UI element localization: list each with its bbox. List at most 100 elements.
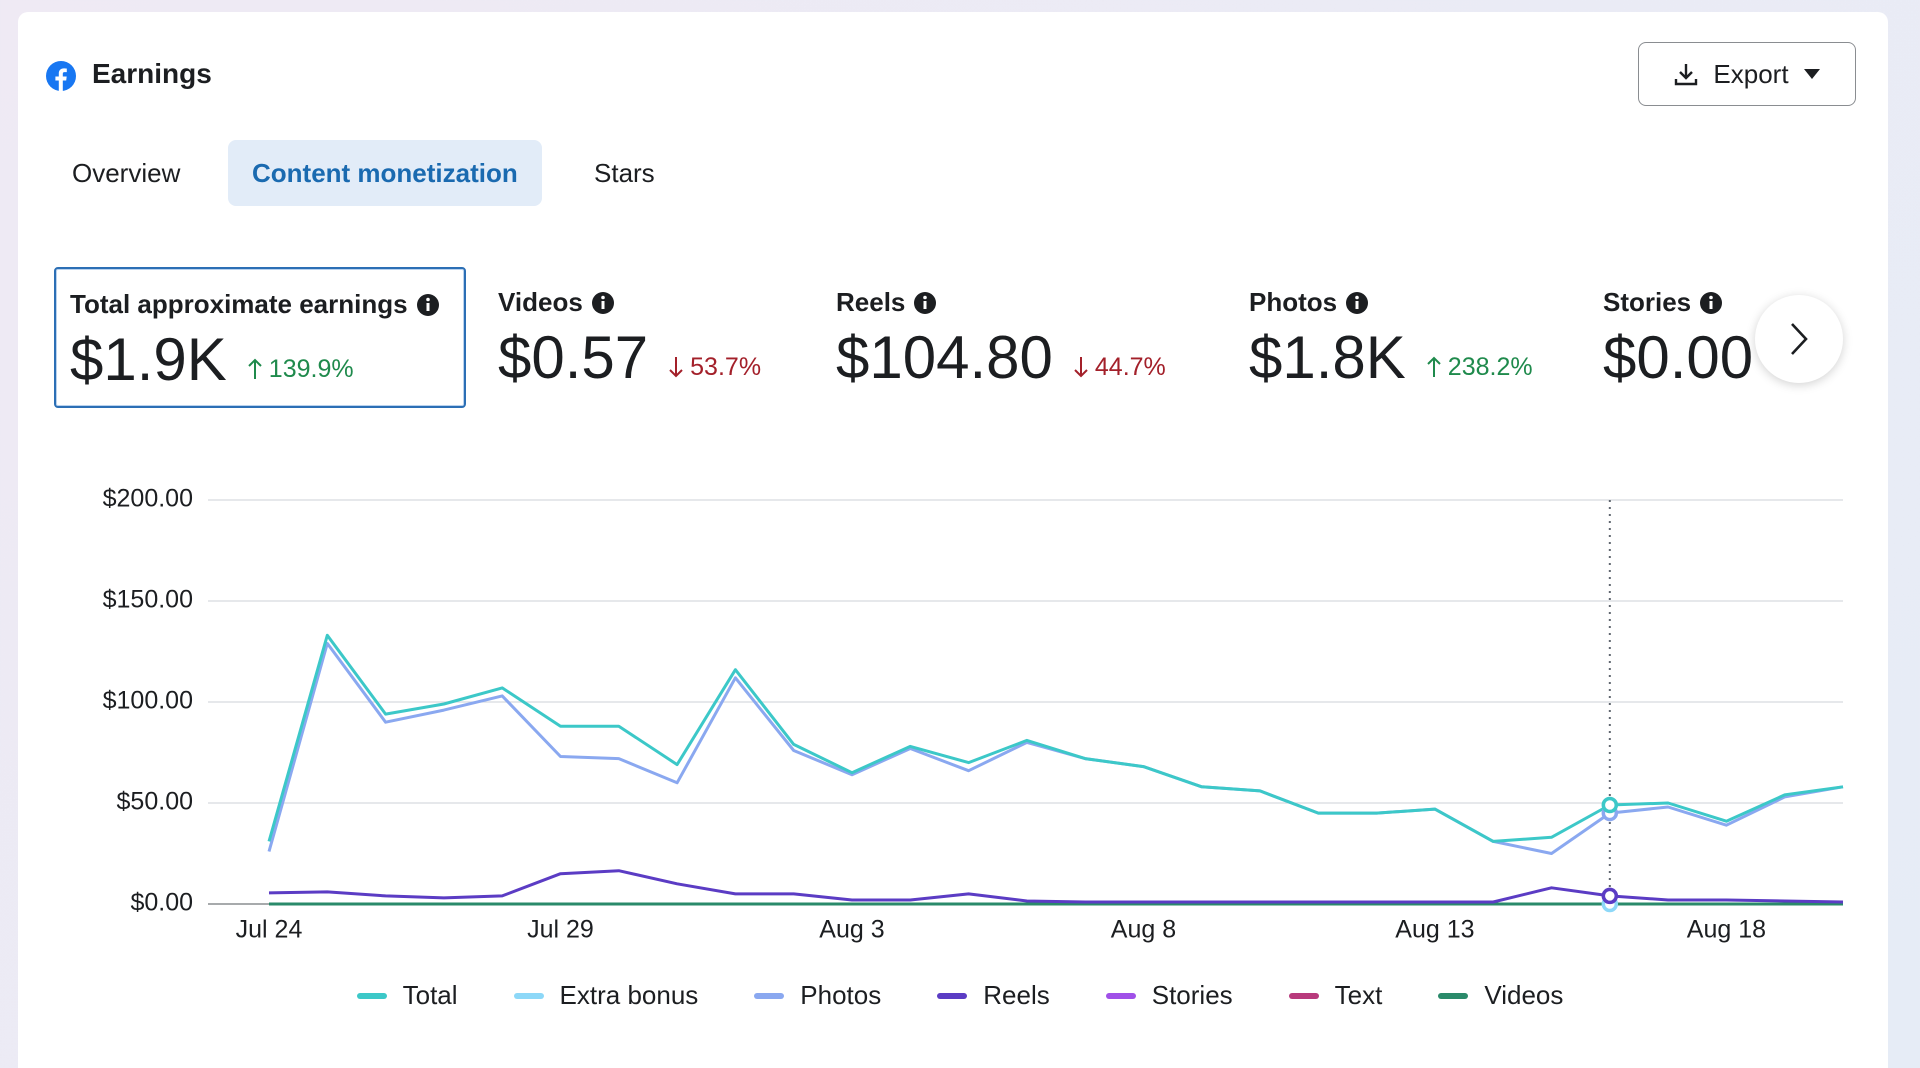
metric-change-value: 53.7% xyxy=(690,352,762,381)
metric-change-value: 238.2% xyxy=(1447,352,1533,381)
metric-change: 139.9% xyxy=(247,355,354,384)
metric-label: Total approximate earnings xyxy=(70,289,440,320)
legend-item[interactable]: Total xyxy=(356,980,458,1011)
legend-item[interactable]: Extra bonus xyxy=(513,980,699,1011)
legend-label: Total xyxy=(402,980,458,1010)
metric-change-value: 44.7% xyxy=(1094,352,1166,381)
metric-value: $0.57 xyxy=(498,324,649,391)
metric-card: Total approximate earnings $1.9K 139.9% xyxy=(54,267,466,408)
legend-swatch xyxy=(937,992,968,999)
tab[interactable]: Overview xyxy=(72,157,181,188)
y-tick-label: $0.00 xyxy=(130,889,193,917)
legend-label: Photos xyxy=(800,980,882,1010)
info-icon xyxy=(416,293,439,316)
y-tick-label: $100.00 xyxy=(103,687,193,715)
info-icon xyxy=(914,291,937,314)
next-button[interactable] xyxy=(1755,295,1843,383)
legend-swatch xyxy=(1438,992,1469,999)
info-bar xyxy=(1709,300,1713,309)
metric-cards: Total approximate earnings $1.9K 139.9% Vid… xyxy=(0,267,1770,412)
metric-change: 44.7% xyxy=(1073,353,1166,382)
metric-label: Videos xyxy=(498,287,615,318)
metric-value: $0.00 xyxy=(1603,324,1754,391)
legend-label: Text xyxy=(1334,980,1383,1010)
y-tick-label: $50.00 xyxy=(117,788,193,816)
legend: Total Extra bonus Photos Reels Stories Text Vi… xyxy=(0,980,1920,1011)
y-tick-label: $150.00 xyxy=(103,586,193,614)
series-line xyxy=(268,869,1844,904)
metric-card: Photos $1.8K 238.2% xyxy=(1233,267,1633,408)
info-dot xyxy=(425,297,430,301)
info-dot xyxy=(600,295,605,299)
metric-change: 53.7% xyxy=(668,353,761,382)
legend-swatch xyxy=(754,992,785,999)
trend-arrow xyxy=(1427,356,1441,377)
metric-change: 238.2% xyxy=(1426,353,1533,382)
info-dot xyxy=(1355,295,1359,299)
arrow-path xyxy=(248,358,262,379)
export-button[interactable]: Export xyxy=(1638,42,1856,106)
legend-swatch xyxy=(1288,992,1319,999)
info-icon xyxy=(1700,291,1723,314)
info-bar xyxy=(923,300,927,309)
line-chart: $0.00 $50.00 $100.00 $150.00 $200.00 Jul 24 Ju… xyxy=(103,485,1844,944)
legend-label: Extra bonus xyxy=(559,980,699,1010)
metric-value: $1.8K xyxy=(1249,324,1406,391)
y-tick-label: $200.00 xyxy=(103,485,193,513)
x-tick-label: Aug 18 xyxy=(1687,916,1766,944)
trend-arrow xyxy=(669,357,683,378)
metric-name: Videos xyxy=(498,287,583,317)
metric-name: Photos xyxy=(1249,287,1338,317)
legend-item[interactable]: Reels xyxy=(937,980,1050,1011)
legend-item[interactable]: Text xyxy=(1288,980,1383,1011)
legend-item[interactable]: Stories xyxy=(1105,980,1233,1011)
metric-label: Stories xyxy=(1603,287,1723,318)
metric-label: Photos xyxy=(1249,287,1369,318)
legend-swatch xyxy=(356,992,387,999)
x-tick-label: Aug 8 xyxy=(1111,916,1176,944)
page-title: Earnings xyxy=(92,58,212,89)
info-bar xyxy=(601,300,605,309)
x-tick-label: Aug 3 xyxy=(819,916,884,944)
legend-label: Reels xyxy=(983,980,1050,1010)
trend-arrow xyxy=(248,358,262,379)
legend-swatch xyxy=(513,992,544,999)
legend-item[interactable]: Videos xyxy=(1438,980,1563,1011)
arrow-path xyxy=(1074,357,1088,378)
metric-name: Total approximate earnings xyxy=(70,289,408,319)
tab[interactable]: Stars xyxy=(594,157,655,188)
metric-card: Reels $104.80 44.7% xyxy=(820,267,1220,408)
x-tick-label: Jul 29 xyxy=(527,916,594,944)
legend-item[interactable]: Photos xyxy=(754,980,881,1011)
info-dot xyxy=(1709,295,1713,299)
metric-value-row: $104.80 44.7% xyxy=(836,323,1166,392)
metric-label: Reels xyxy=(836,287,937,318)
legend-label: Stories xyxy=(1151,980,1233,1010)
tab[interactable]: Content monetization xyxy=(228,140,542,206)
info-bar xyxy=(1355,300,1359,309)
metric-change-value: 139.9% xyxy=(268,354,354,383)
metric-card: Videos $0.57 53.7% xyxy=(482,267,882,408)
legend-swatch xyxy=(1105,992,1136,999)
info-bar xyxy=(426,302,430,311)
arrow-path xyxy=(669,357,683,378)
metric-card: Stories $0.00 xyxy=(1587,267,1770,408)
chevron-right xyxy=(1791,323,1808,355)
metric-value-row: $1.9K 139.9% xyxy=(70,325,354,394)
metric-name: Reels xyxy=(836,287,906,317)
trend-arrow xyxy=(1074,357,1088,378)
info-icon xyxy=(591,291,614,314)
metric-value: $1.9K xyxy=(70,326,227,393)
hover-point xyxy=(1601,887,1619,905)
hover-point xyxy=(1601,796,1619,814)
metric-value-row: $0.57 53.7% xyxy=(498,323,761,392)
arrow-path xyxy=(1427,356,1441,377)
metric-value-row: $1.8K 238.2% xyxy=(1249,323,1533,392)
metric-value-row: $0.00 xyxy=(1603,323,1753,392)
x-tick-label: Jul 24 xyxy=(236,916,303,944)
info-icon xyxy=(1346,291,1369,314)
dropdown-caret xyxy=(1803,69,1820,79)
legend-label: Videos xyxy=(1484,980,1564,1010)
metric-value: $104.80 xyxy=(836,324,1053,391)
